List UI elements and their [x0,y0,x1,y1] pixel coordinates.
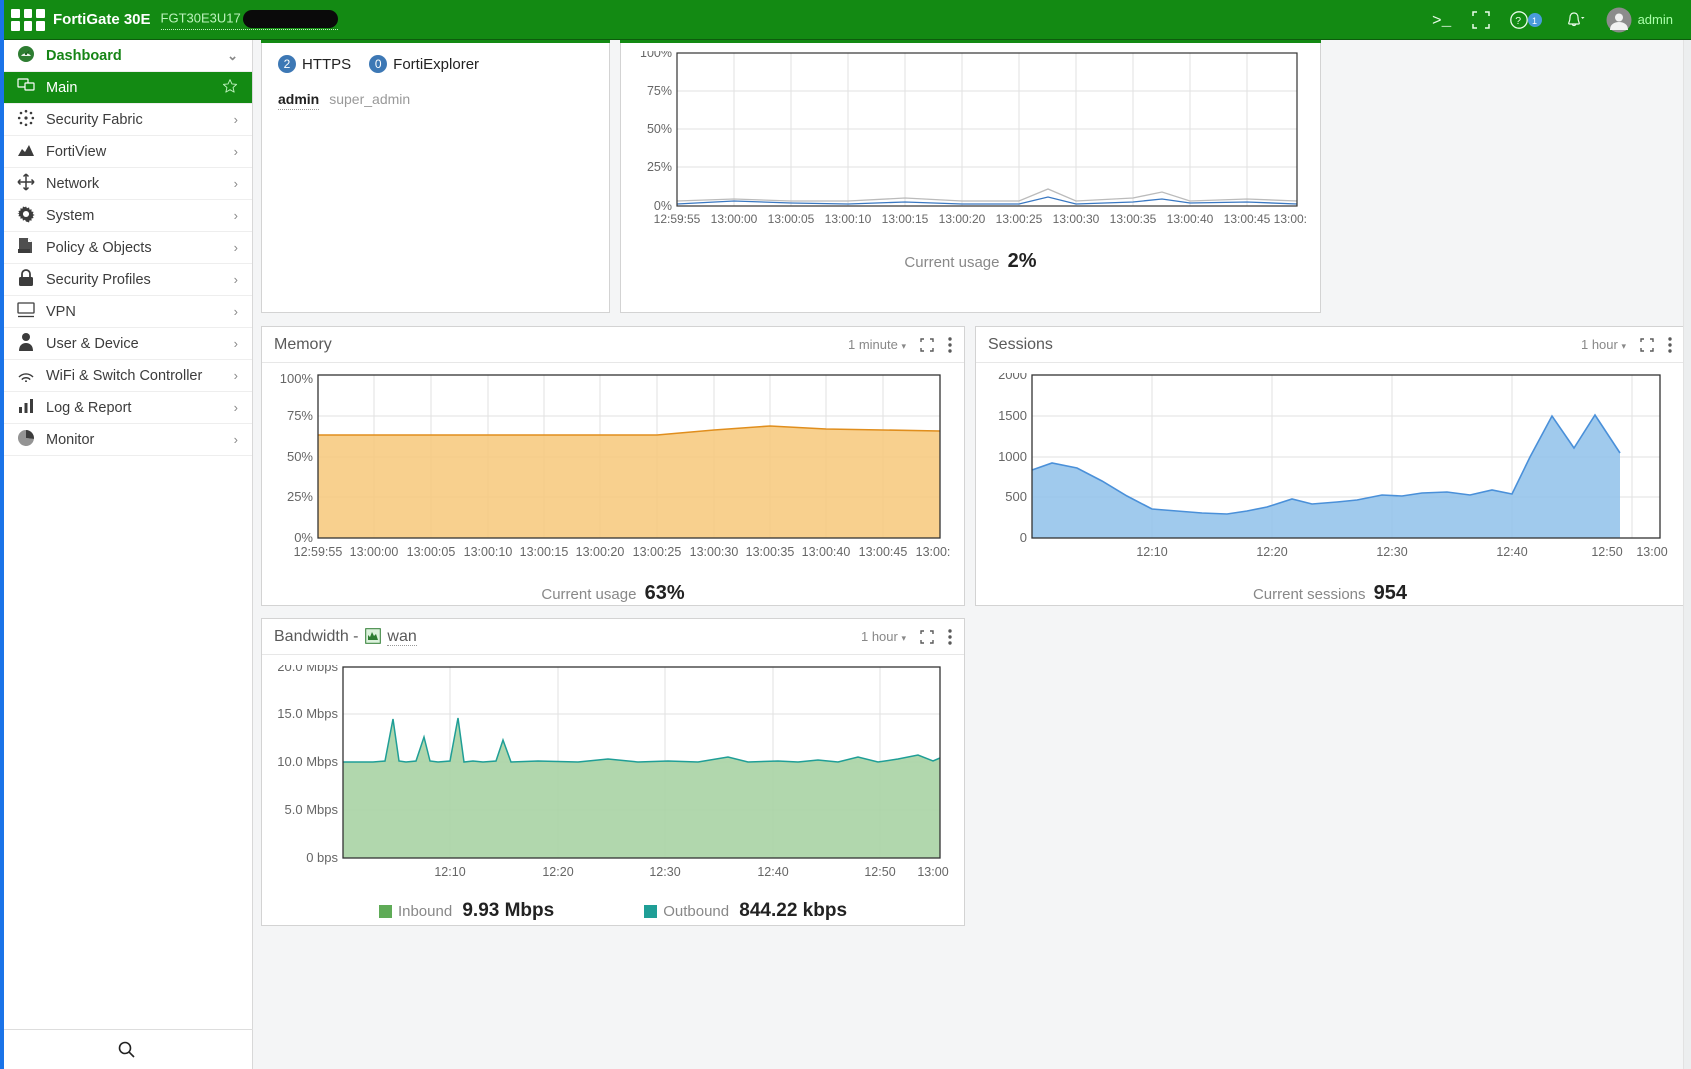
svg-text:15.0 Mbps: 15.0 Mbps [278,706,338,721]
svg-text:500: 500 [1005,489,1027,504]
svg-text:50%: 50% [647,122,672,136]
svg-text:13:00:20: 13:00:20 [576,545,625,559]
svg-text:13:00:25: 13:00:25 [996,212,1043,226]
svg-text:10.0 Mbps: 10.0 Mbps [278,754,338,769]
svg-text:13:00: 13:00 [917,865,948,879]
svg-text:13:00:35: 13:00:35 [1110,212,1157,226]
svg-text:5.0 Mbps: 5.0 Mbps [285,802,339,817]
svg-text:13:00:10: 13:00:10 [464,545,513,559]
svg-text:13:00:15: 13:00:15 [520,545,569,559]
svg-text:13:00:50: 13:00:50 [916,545,950,559]
svg-text:25%: 25% [647,160,672,174]
svg-text:13:00:20: 13:00:20 [939,212,986,226]
svg-text:13:00:45: 13:00:45 [1224,212,1271,226]
svg-text:12:20: 12:20 [542,865,573,879]
svg-text:12:50: 12:50 [1591,545,1622,559]
svg-text:>_: >_ [1432,12,1452,29]
svg-text:12:30: 12:30 [649,865,680,879]
svg-text:12:10: 12:10 [434,865,465,879]
svg-text:0: 0 [1020,530,1027,545]
svg-text:1: 1 [1532,15,1537,25]
svg-text:100%: 100% [280,373,314,386]
svg-text:2000: 2000 [998,373,1027,382]
svg-text:13:00:30: 13:00:30 [690,545,739,559]
svg-text:13:00:25: 13:00:25 [633,545,682,559]
svg-text:13:00:40: 13:00:40 [802,545,851,559]
svg-text:12:59:55: 12:59:55 [654,212,701,226]
svg-text:12:59:55: 12:59:55 [294,545,343,559]
svg-text:13:00:05: 13:00:05 [407,545,456,559]
svg-text:13:00:45: 13:00:45 [859,545,908,559]
svg-text:13:00:35: 13:00:35 [746,545,795,559]
svg-text:12:30: 12:30 [1376,545,1407,559]
svg-text:0%: 0% [294,530,313,545]
svg-text:13:00:40: 13:00:40 [1167,212,1214,226]
svg-text:75%: 75% [647,84,672,98]
svg-text:13:00: 13:00 [1636,545,1667,559]
svg-text:13:00:00: 13:00:00 [711,212,758,226]
svg-text:1500: 1500 [998,408,1027,423]
svg-text:1000: 1000 [998,449,1027,464]
svg-text:100%: 100% [640,51,672,60]
svg-text:13:00:15: 13:00:15 [882,212,929,226]
svg-text:13:00:30: 13:00:30 [1053,212,1100,226]
svg-text:12:20: 12:20 [1256,545,1287,559]
svg-text:13:00:05: 13:00:05 [768,212,815,226]
svg-text:13:00:50: 13:00:50 [1274,212,1306,226]
svg-text:20.0 Mbps: 20.0 Mbps [278,665,338,674]
svg-text:0 bps: 0 bps [306,850,338,865]
svg-text:12:40: 12:40 [757,865,788,879]
svg-text:13:00:00: 13:00:00 [350,545,399,559]
svg-text:?: ? [1515,15,1521,27]
svg-text:12:40: 12:40 [1496,545,1527,559]
svg-text:25%: 25% [287,489,313,504]
svg-text:0%: 0% [654,199,672,213]
svg-text:12:10: 12:10 [1136,545,1167,559]
svg-text:75%: 75% [287,408,313,423]
svg-text:13:00:10: 13:00:10 [825,212,872,226]
svg-text:12:50: 12:50 [864,865,895,879]
svg-text:50%: 50% [287,449,313,464]
